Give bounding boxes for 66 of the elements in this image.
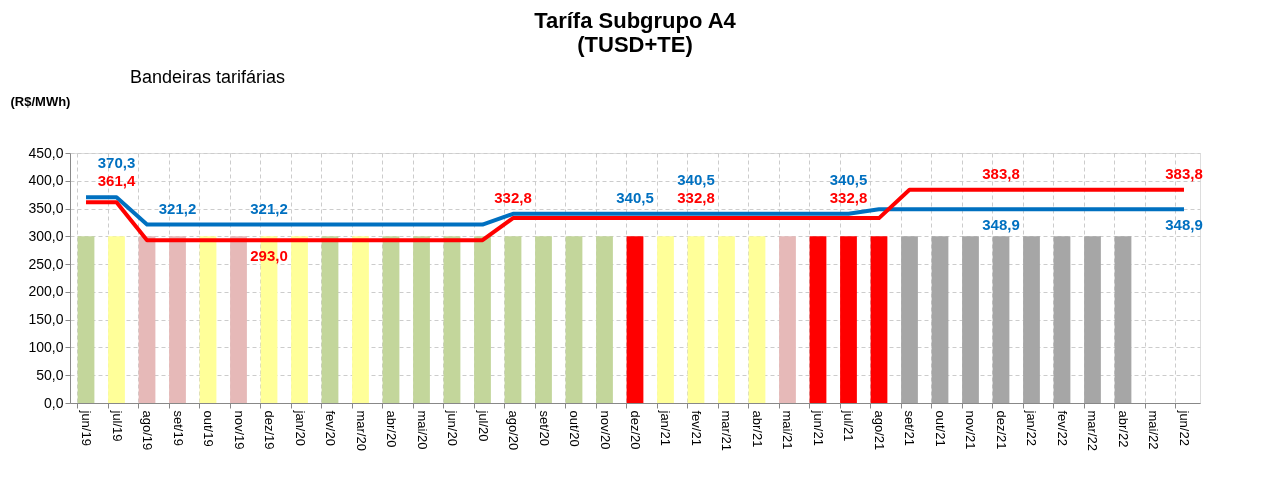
x-tick-label: jan/21	[658, 409, 674, 446]
x-tick-label: jan/22	[1024, 409, 1040, 446]
x-tick-label: fev/20	[323, 410, 339, 446]
y-tick-label: 350,0	[28, 200, 64, 217]
x-tick-label: jun/19	[79, 409, 95, 446]
y-tick-label: 150,0	[28, 311, 64, 328]
y-tick-label: 250,0	[28, 255, 64, 272]
x-tick-label: ago/19	[140, 410, 156, 451]
x-tick-label: nov/19	[231, 410, 247, 450]
x-tick-label: jun/21	[811, 409, 826, 446]
data-label: 370,3	[97, 154, 136, 172]
y-tick-label: 450,0	[28, 144, 64, 161]
x-tick-label: dez/21	[993, 410, 1009, 450]
y-tick-label: 200,0	[28, 283, 64, 300]
x-tick-label: set/21	[902, 410, 918, 446]
data-label: 332,8	[677, 188, 715, 206]
x-tick-label: out/21	[932, 410, 948, 447]
x-tick-label: set/20	[536, 410, 552, 446]
data-label: 348,9	[1165, 216, 1203, 234]
data-label: 340,5	[616, 188, 654, 206]
x-tick-label: mar/22	[1085, 410, 1101, 451]
data-label: 361,4	[97, 172, 136, 190]
data-label: 383,8	[1165, 164, 1203, 182]
data-label: 340,5	[677, 170, 715, 188]
y-axis-title: (R$/MWh)	[10, 93, 71, 109]
data-label: 383,8	[982, 164, 1020, 182]
text: (TUSD+TE)	[577, 32, 693, 57]
x-tick-label: nov/20	[597, 410, 613, 450]
text: Bandeiras tarifárias	[130, 67, 286, 87]
x-tick-label: dez/20	[628, 410, 643, 450]
text: Tarífa Subgrupo A4	[534, 8, 736, 33]
x-tick-label: jun/20	[445, 409, 460, 446]
data-label: 340,5	[829, 170, 868, 188]
x-tick-label: abr/21	[750, 410, 765, 448]
x-tick-label: set/19	[170, 410, 186, 446]
data-label: 293,0	[250, 247, 288, 265]
x-tick-label: jul/20	[475, 409, 491, 442]
x-tick-label: dez/19	[262, 410, 278, 450]
y-tick-label: 100,0	[28, 338, 64, 355]
data-label: 321,2	[158, 199, 197, 217]
x-tick-label: jul/21	[841, 409, 857, 442]
x-tick-label: ago/20	[506, 410, 521, 451]
x-tick-label: jan/20	[292, 409, 308, 446]
x-tick-label: fev/22	[1054, 410, 1070, 446]
x-tick-label: jul/19	[109, 409, 125, 442]
x-tick-label: nov/21	[963, 410, 979, 450]
data-label: 321,2	[250, 199, 288, 217]
x-tick-label: mai/22	[1146, 410, 1162, 450]
x-tick-label: ago/21	[871, 410, 887, 451]
data-label: 332,8	[494, 188, 532, 206]
x-tick-label: mai/20	[414, 410, 430, 450]
x-tick-label: jun/22	[1176, 409, 1192, 446]
y-tick-label: 400,0	[28, 172, 64, 189]
x-tick-label: out/19	[201, 410, 217, 447]
x-tick-label: abr/22	[1115, 410, 1131, 448]
y-tick-label: 50,0	[36, 366, 64, 383]
x-tick-label: mar/21	[719, 410, 735, 451]
x-tick-label: out/20	[567, 410, 582, 447]
x-tick-label: mai/21	[780, 410, 796, 450]
y-tick-label: 0,0	[44, 394, 64, 411]
data-label: 332,8	[829, 188, 868, 206]
x-tick-label: mar/20	[353, 410, 369, 451]
x-tick-label: fev/21	[689, 410, 704, 446]
data-label: 348,9	[982, 216, 1020, 234]
y-tick-label: 300,0	[28, 227, 64, 244]
x-tick-label: abr/20	[384, 410, 400, 448]
